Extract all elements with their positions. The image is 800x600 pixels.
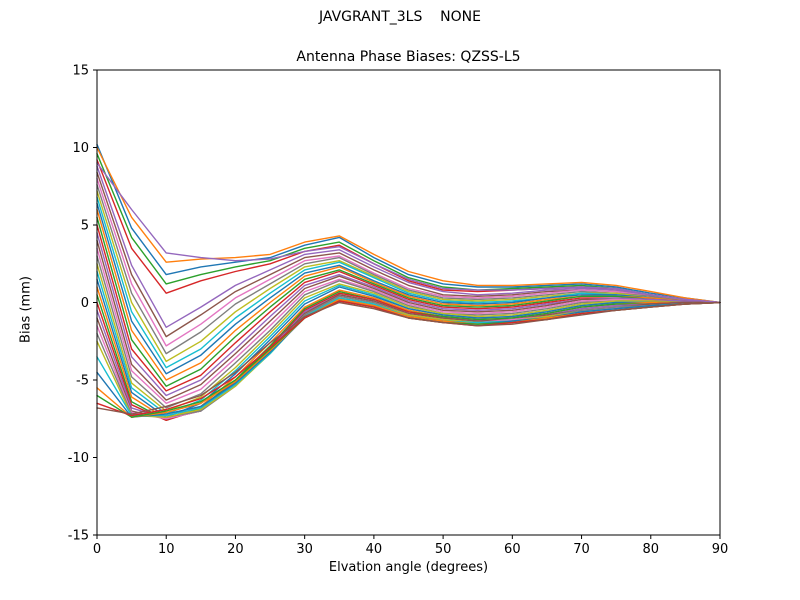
x-tick-label: 30 [296,542,313,557]
x-axis-label: Elvation angle (degrees) [328,560,489,575]
x-tick-label: 0 [93,542,101,557]
x-tick-label: 20 [227,542,244,557]
x-tick-label: 90 [712,542,729,557]
series-line [96,301,721,415]
series-line [96,190,721,363]
figure-title: JAVGRANT_3LS NONE [319,9,481,25]
series-line [96,162,721,304]
y-tick-label: -15 [68,529,89,544]
series-line [96,202,721,375]
series-line [96,177,721,347]
x-tick-label: 40 [366,542,383,557]
series-line [96,247,721,404]
axes-title: Antenna Phase Biases: QZSS-L5 [296,49,521,65]
y-tick-label: 10 [72,141,89,156]
y-tick-label: 0 [81,296,89,311]
y-tick-label: -10 [68,451,89,466]
series-line [96,239,721,401]
x-tick-label: 50 [435,542,452,557]
y-tick-label: -5 [76,374,89,389]
series-line [96,143,721,304]
y-tick-label: 5 [81,219,89,234]
series-line [96,263,721,412]
series-line [96,216,721,387]
series-line [96,298,721,418]
x-tick-label: 10 [158,542,175,557]
series-line [96,165,721,328]
x-tick-label: 70 [573,542,590,557]
series-line [96,159,721,304]
x-tick-label: 60 [504,542,521,557]
y-axis-label: Bias (mm) [18,276,34,343]
series-line [96,232,721,397]
series-line [96,146,721,304]
y-tick-label: 15 [72,64,89,79]
x-tick-label: 80 [643,542,660,557]
